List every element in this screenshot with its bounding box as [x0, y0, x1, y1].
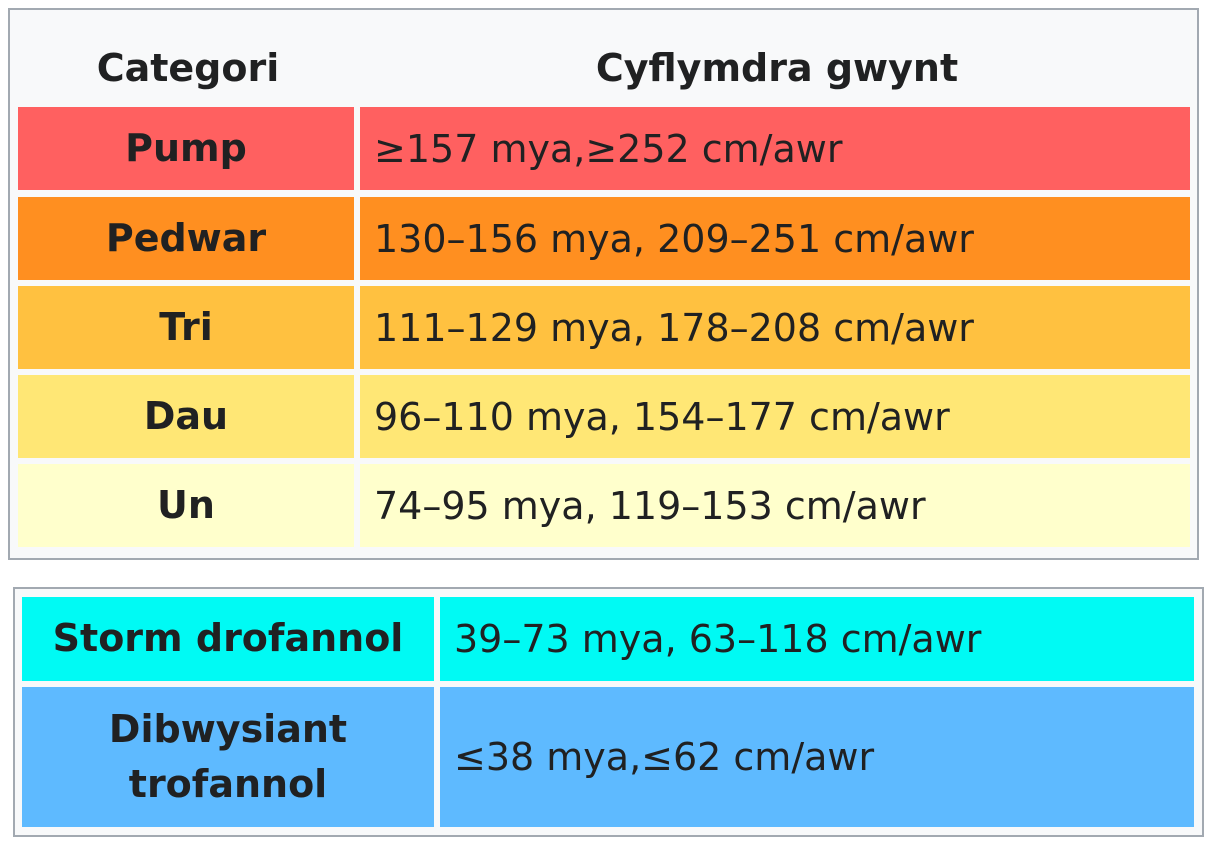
wind-speed-cell: 130–156 mya, 209–251 cm/awr	[360, 197, 1190, 280]
hurricane-category-table: Categori Cyflymdra gwynt Pump ≥157 mya,≥…	[8, 8, 1199, 560]
category-cell: Storm drofannol	[22, 597, 434, 681]
table-row: Dibwysiant trofannol ≤38 mya,≤62 cm/awr	[22, 687, 1194, 827]
category-cell: Tri	[18, 286, 354, 369]
wind-speed-cell: 96–110 mya, 154–177 cm/awr	[360, 375, 1190, 458]
wind-speed-cell: ≥157 mya,≥252 cm/awr	[360, 107, 1190, 190]
wind-speed-cell: 74–95 mya, 119–153 cm/awr	[360, 464, 1190, 547]
category-cell: Dibwysiant trofannol	[22, 687, 434, 827]
category-cell: Un	[18, 464, 354, 547]
tropical-system-table: Storm drofannol 39–73 mya, 63–118 cm/awr…	[13, 587, 1204, 837]
category-cell: Pump	[18, 107, 354, 190]
wind-speed-header: Cyflymdra gwynt	[595, 46, 959, 90]
table-row: Tri 111–129 mya, 178–208 cm/awr	[18, 286, 1190, 369]
table-row: Pedwar 130–156 mya, 209–251 cm/awr	[18, 197, 1190, 280]
table-row: Storm drofannol 39–73 mya, 63–118 cm/awr	[22, 597, 1194, 681]
category-cell: Dau	[18, 375, 354, 458]
wind-speed-cell: 39–73 mya, 63–118 cm/awr	[440, 597, 1194, 681]
category-header: Categori	[96, 46, 280, 90]
wind-speed-cell: ≤38 mya,≤62 cm/awr	[440, 687, 1194, 827]
table-row: Un 74–95 mya, 119–153 cm/awr	[18, 464, 1190, 547]
category-cell: Pedwar	[18, 197, 354, 280]
table-row: Pump ≥157 mya,≥252 cm/awr	[18, 107, 1190, 190]
wind-speed-cell: 111–129 mya, 178–208 cm/awr	[360, 286, 1190, 369]
table-row: Dau 96–110 mya, 154–177 cm/awr	[18, 375, 1190, 458]
table-header-row: Categori Cyflymdra gwynt	[20, 20, 1192, 116]
